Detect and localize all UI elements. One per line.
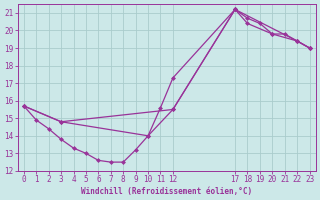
X-axis label: Windchill (Refroidissement éolien,°C): Windchill (Refroidissement éolien,°C): [81, 187, 252, 196]
